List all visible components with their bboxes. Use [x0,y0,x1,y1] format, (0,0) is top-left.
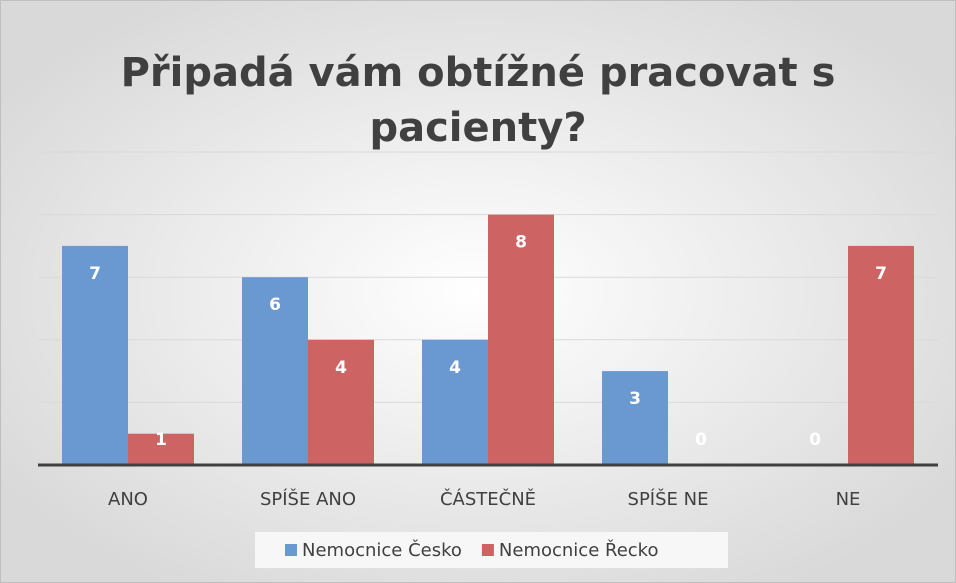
bar [308,339,374,465]
bar [128,433,194,465]
legend-label: Nemocnice Řecko [499,539,659,561]
bar [848,245,914,465]
chart-title: Připadá vám obtížné pracovat s pacienty? [121,50,836,151]
bar [242,277,308,465]
legend-swatch [481,544,494,556]
legend-swatch [285,544,297,556]
data-label: 4 [335,358,347,378]
data-label: 0 [695,430,707,450]
x-tick-label: ČÁSTEČNĚ [440,488,536,510]
data-label: 3 [629,389,641,409]
bar [488,214,554,465]
data-label: 6 [269,295,281,315]
data-label: 4 [449,358,461,378]
data-label: 0 [809,430,821,450]
data-label: 1 [155,430,167,450]
x-tick-label: ANO [108,489,148,510]
data-label: 8 [515,233,527,253]
x-tick-label: SPÍŠE NE [628,488,709,510]
bar [602,371,668,465]
data-label: 7 [875,264,887,284]
legend-label: Nemocnice Česko [302,539,462,561]
data-label: 7 [89,264,101,284]
bar [62,245,128,465]
x-tick-label: SPÍŠE ANO [260,488,356,510]
bar [422,339,488,465]
x-tick-label: NE [836,489,861,510]
